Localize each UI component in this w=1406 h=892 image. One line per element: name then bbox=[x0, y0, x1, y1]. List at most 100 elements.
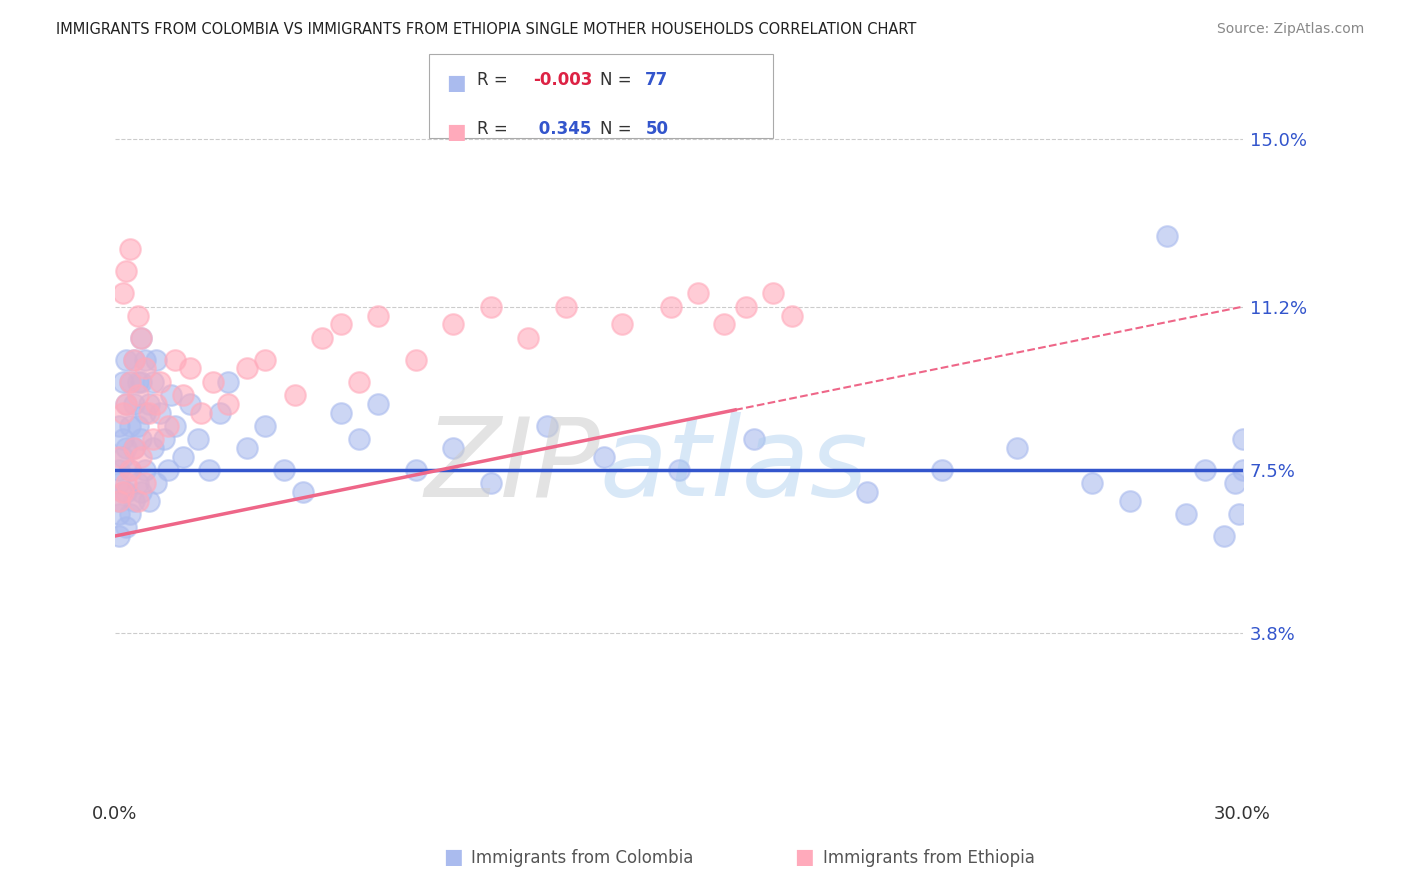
Point bbox=[1119, 493, 1142, 508]
Text: IMMIGRANTS FROM COLOMBIA VS IMMIGRANTS FROM ETHIOPIA SINGLE MOTHER HOUSEHOLDS CO: IMMIGRANTS FROM COLOMBIA VS IMMIGRANTS F… bbox=[56, 22, 917, 37]
Point bbox=[165, 418, 187, 433]
Point bbox=[1212, 529, 1234, 543]
Point bbox=[111, 405, 134, 419]
Point bbox=[107, 529, 129, 543]
Point bbox=[115, 397, 138, 411]
Point bbox=[311, 330, 333, 344]
Text: Immigrants from Ethiopia: Immigrants from Ethiopia bbox=[823, 849, 1035, 867]
Point bbox=[111, 432, 134, 446]
Point bbox=[111, 286, 134, 301]
Text: ■: ■ bbox=[446, 73, 465, 93]
Point bbox=[284, 388, 307, 402]
Point bbox=[107, 463, 129, 477]
Point bbox=[156, 463, 179, 477]
Text: ■: ■ bbox=[443, 847, 463, 867]
Point bbox=[107, 493, 129, 508]
Point bbox=[145, 397, 167, 411]
Point bbox=[1156, 229, 1178, 244]
Point bbox=[1194, 463, 1216, 477]
Point bbox=[153, 432, 176, 446]
Text: ■: ■ bbox=[794, 847, 814, 867]
Point bbox=[405, 463, 427, 477]
Point bbox=[659, 300, 682, 314]
Point bbox=[107, 418, 129, 433]
Point bbox=[118, 375, 141, 389]
Point bbox=[217, 375, 239, 389]
Text: Source: ZipAtlas.com: Source: ZipAtlas.com bbox=[1216, 22, 1364, 37]
Point bbox=[138, 493, 160, 508]
Text: 77: 77 bbox=[645, 71, 669, 89]
Point bbox=[118, 418, 141, 433]
Point bbox=[122, 352, 145, 367]
Point bbox=[122, 397, 145, 411]
Point bbox=[118, 375, 141, 389]
Point bbox=[517, 330, 540, 344]
Point bbox=[1005, 441, 1028, 455]
Point bbox=[149, 375, 172, 389]
Point bbox=[107, 450, 129, 464]
Text: N =: N = bbox=[600, 71, 637, 89]
Point bbox=[165, 352, 187, 367]
Text: N =: N = bbox=[600, 120, 637, 138]
Point bbox=[131, 330, 153, 344]
Point bbox=[127, 493, 149, 508]
Text: ZIP: ZIP bbox=[425, 412, 600, 519]
Point bbox=[405, 352, 427, 367]
Point bbox=[142, 441, 165, 455]
Point bbox=[115, 441, 138, 455]
Point bbox=[115, 352, 138, 367]
Point bbox=[187, 432, 209, 446]
Point bbox=[145, 352, 167, 367]
Point bbox=[1227, 507, 1250, 521]
Point bbox=[291, 484, 314, 499]
Point bbox=[441, 318, 464, 332]
Point bbox=[762, 286, 785, 301]
Point bbox=[235, 441, 257, 455]
Text: R =: R = bbox=[477, 71, 513, 89]
Point bbox=[107, 507, 129, 521]
Point bbox=[217, 397, 239, 411]
Point bbox=[131, 375, 153, 389]
Point bbox=[138, 405, 160, 419]
Point bbox=[1081, 476, 1104, 491]
Point bbox=[111, 484, 134, 499]
Point bbox=[111, 484, 134, 499]
Point bbox=[131, 330, 153, 344]
Point bbox=[142, 432, 165, 446]
Point bbox=[349, 432, 371, 446]
Point bbox=[592, 450, 614, 464]
Point bbox=[668, 463, 690, 477]
Point bbox=[254, 352, 277, 367]
Point bbox=[1223, 476, 1246, 491]
Point bbox=[134, 405, 156, 419]
Point bbox=[441, 441, 464, 455]
Point bbox=[149, 405, 172, 419]
Point bbox=[127, 309, 149, 323]
Point bbox=[111, 375, 134, 389]
Point bbox=[134, 463, 156, 477]
Point bbox=[201, 375, 224, 389]
Point bbox=[367, 309, 389, 323]
Point bbox=[479, 300, 502, 314]
Point bbox=[131, 484, 153, 499]
Point bbox=[131, 450, 153, 464]
Point bbox=[273, 463, 295, 477]
Point bbox=[172, 388, 194, 402]
Point bbox=[329, 405, 352, 419]
Point bbox=[122, 493, 145, 508]
Point bbox=[134, 361, 156, 376]
Text: -0.003: -0.003 bbox=[533, 71, 592, 89]
Point bbox=[235, 361, 257, 376]
Point bbox=[780, 309, 803, 323]
Point bbox=[742, 432, 765, 446]
Point bbox=[127, 388, 149, 402]
Point bbox=[107, 476, 129, 491]
Point bbox=[122, 441, 145, 455]
Point bbox=[612, 318, 634, 332]
Point bbox=[131, 432, 153, 446]
Point bbox=[367, 397, 389, 411]
Point bbox=[349, 375, 371, 389]
Point bbox=[156, 418, 179, 433]
Point bbox=[931, 463, 953, 477]
Point bbox=[111, 450, 134, 464]
